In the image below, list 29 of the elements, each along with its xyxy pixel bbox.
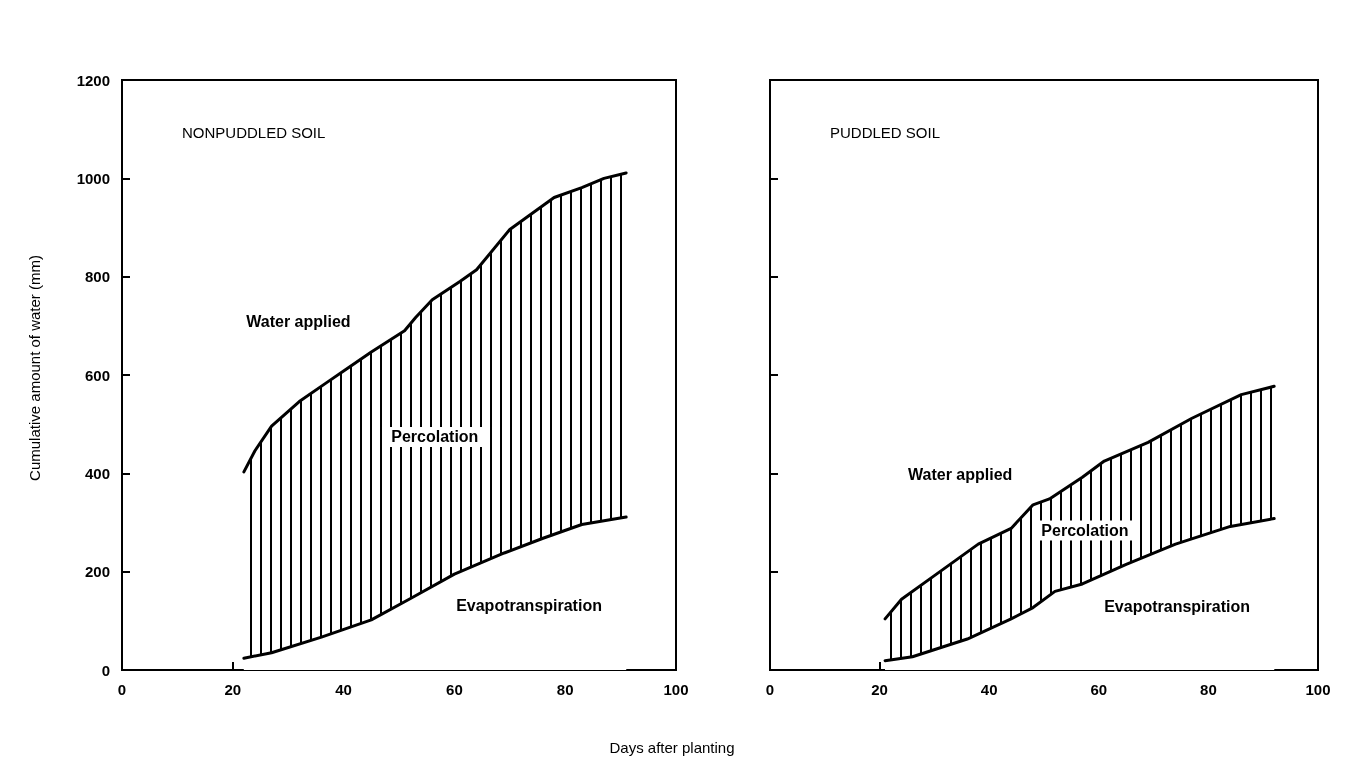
series-label: Evapotranspiration bbox=[456, 596, 602, 614]
x-tick-label: 80 bbox=[1200, 681, 1217, 698]
series-label: Evapotranspiration bbox=[1104, 598, 1250, 616]
x-axis-title: Days after planting bbox=[609, 739, 735, 756]
series-label: Water applied bbox=[246, 313, 351, 331]
x-tick-label: 20 bbox=[871, 681, 888, 698]
x-tick-label: 0 bbox=[117, 681, 127, 698]
x-tick-label: 20 bbox=[224, 681, 242, 698]
series-label: Water applied bbox=[908, 466, 1013, 484]
x-tick-label: 40 bbox=[980, 681, 998, 698]
x-tick-label: 60 bbox=[446, 681, 463, 698]
x-tick-label: 80 bbox=[556, 681, 574, 698]
x-tick-label: 40 bbox=[335, 681, 352, 698]
y-tick-label: 1200 bbox=[76, 71, 110, 89]
y-tick-label: 600 bbox=[84, 366, 110, 384]
y-axis-title: Cumulative amount of water (mm) bbox=[26, 254, 43, 481]
x-tick-label: 100 bbox=[1305, 681, 1331, 698]
annotation: Percolation bbox=[391, 428, 479, 446]
y-tick-label: 400 bbox=[84, 464, 110, 482]
text: PUDDLED SOIL bbox=[830, 124, 941, 141]
annotation: Percolation bbox=[1041, 522, 1129, 540]
text: NONPUDDLED SOIL bbox=[182, 124, 326, 141]
y-tick-label: 1000 bbox=[76, 169, 110, 187]
x-tick-label: 100 bbox=[663, 681, 689, 698]
y-tick-label: 0 bbox=[101, 661, 110, 679]
x-tick-label: 0 bbox=[765, 681, 775, 698]
y-tick-label: 200 bbox=[84, 563, 110, 581]
y-tick-label: 800 bbox=[84, 268, 110, 286]
x-tick-label: 60 bbox=[1090, 681, 1108, 698]
